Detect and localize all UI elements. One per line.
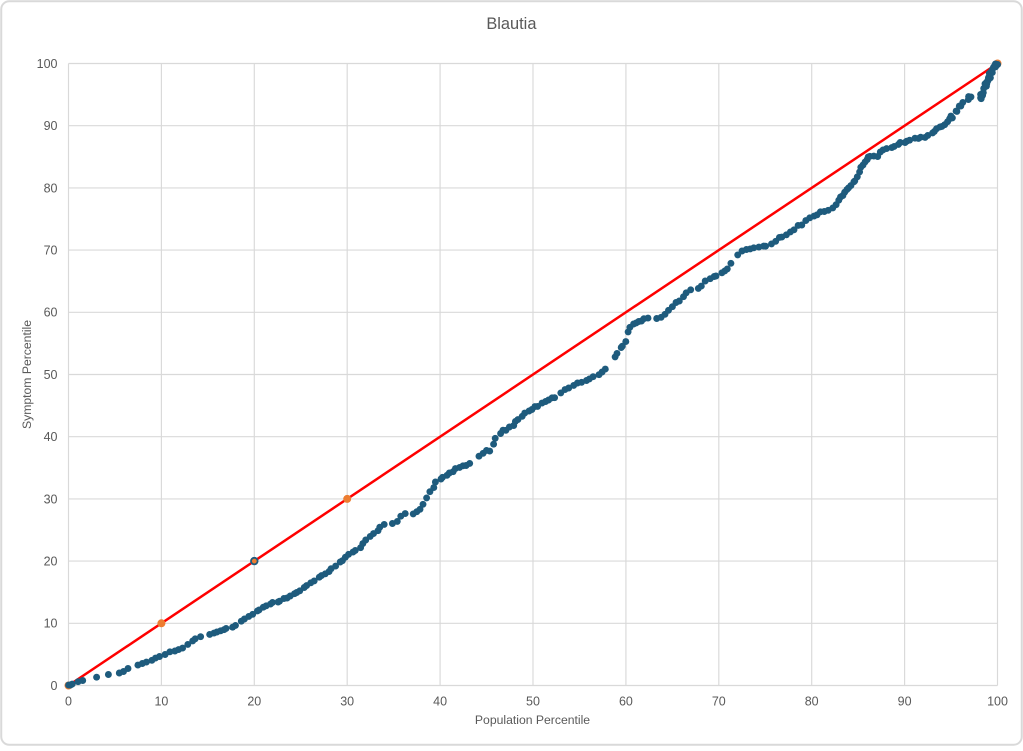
- svg-text:90: 90: [898, 695, 912, 709]
- svg-text:80: 80: [805, 695, 819, 709]
- svg-text:Blautia: Blautia: [486, 15, 537, 33]
- svg-text:0: 0: [51, 679, 58, 693]
- svg-text:Symptom Percentile: Symptom Percentile: [20, 320, 34, 429]
- svg-text:80: 80: [44, 181, 58, 195]
- svg-text:10: 10: [154, 695, 168, 709]
- svg-text:0: 0: [65, 695, 72, 709]
- svg-text:50: 50: [44, 368, 58, 382]
- svg-text:50: 50: [526, 695, 540, 709]
- svg-text:30: 30: [44, 492, 58, 506]
- svg-text:70: 70: [712, 695, 726, 709]
- svg-text:30: 30: [340, 695, 354, 709]
- svg-text:100: 100: [987, 695, 1008, 709]
- svg-text:60: 60: [44, 306, 58, 320]
- svg-text:40: 40: [433, 695, 447, 709]
- svg-text:Population Percentile: Population Percentile: [475, 713, 590, 727]
- svg-text:100: 100: [37, 57, 58, 71]
- svg-text:20: 20: [44, 555, 58, 569]
- svg-text:70: 70: [44, 244, 58, 258]
- svg-text:20: 20: [247, 695, 261, 709]
- svg-text:10: 10: [44, 617, 58, 631]
- svg-text:60: 60: [619, 695, 633, 709]
- svg-text:40: 40: [44, 430, 58, 444]
- svg-text:90: 90: [44, 119, 58, 133]
